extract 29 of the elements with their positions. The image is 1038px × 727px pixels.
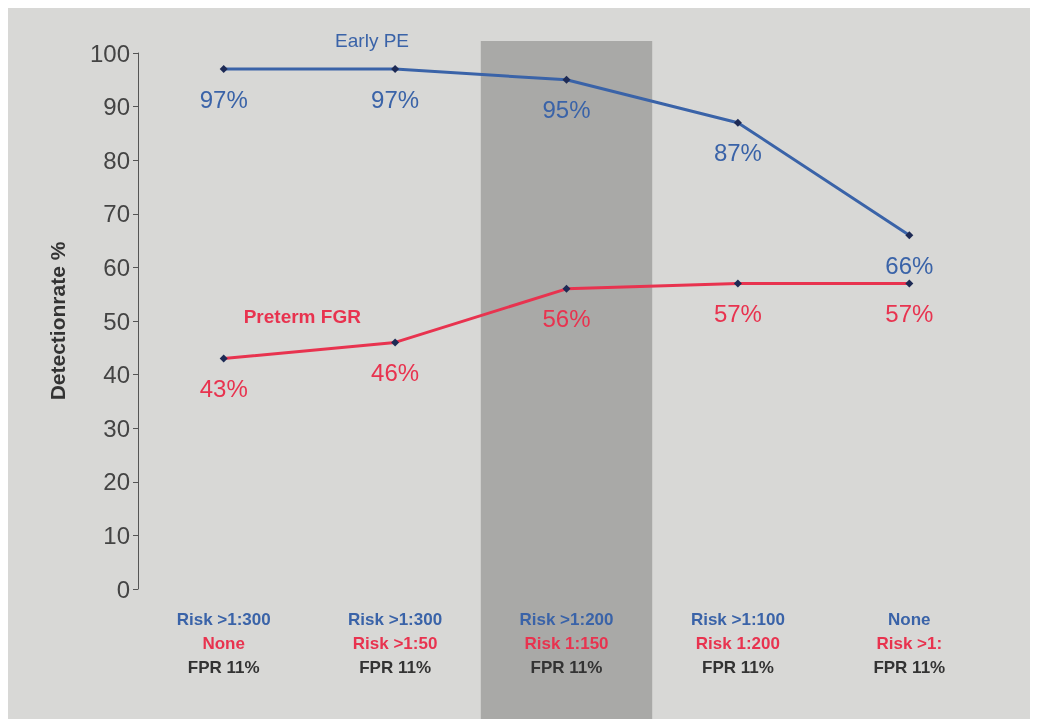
y-tick-label: 60 bbox=[103, 253, 130, 281]
y-axis-title: Detectionrate % bbox=[46, 241, 69, 401]
y-tick-label: 0 bbox=[116, 575, 130, 603]
x-tick-label: Risk >1:100 Risk 1:200 FPR 11% bbox=[690, 609, 785, 677]
y-tick-label: 40 bbox=[103, 361, 130, 389]
x-tick-label: Risk >1:300 None FPR 11% bbox=[176, 609, 271, 677]
x-tick-label: Risk >1:300 Risk >1:50 FPR 11% bbox=[348, 609, 443, 677]
data-label: 56% bbox=[542, 305, 591, 333]
data-label: 97% bbox=[371, 85, 420, 113]
data-label: 97% bbox=[199, 85, 248, 113]
series-label: Preterm FGR bbox=[243, 305, 362, 327]
data-label: 95% bbox=[542, 96, 591, 124]
y-tick-label: 90 bbox=[103, 93, 130, 121]
y-tick-label: 80 bbox=[103, 146, 130, 174]
data-label: 57% bbox=[713, 299, 762, 327]
data-label: 43% bbox=[199, 375, 248, 403]
y-tick-label: 100 bbox=[89, 39, 130, 67]
y-tick-label: 30 bbox=[103, 414, 130, 442]
y-tick-label: 70 bbox=[103, 200, 130, 228]
x-tick-label: Risk >1:200 Risk 1:150 FPR 11% bbox=[519, 609, 614, 677]
data-label: 46% bbox=[371, 358, 420, 386]
x-tick-label: None Risk >1: FPR 11% bbox=[873, 609, 946, 677]
y-tick-label: 10 bbox=[103, 521, 130, 549]
y-tick-label: 20 bbox=[103, 468, 130, 496]
data-label: 66% bbox=[885, 251, 934, 279]
y-tick-label: 50 bbox=[103, 307, 130, 335]
series-label: Early PE bbox=[335, 30, 410, 52]
data-label: 57% bbox=[885, 299, 934, 327]
data-label: 87% bbox=[713, 139, 762, 167]
